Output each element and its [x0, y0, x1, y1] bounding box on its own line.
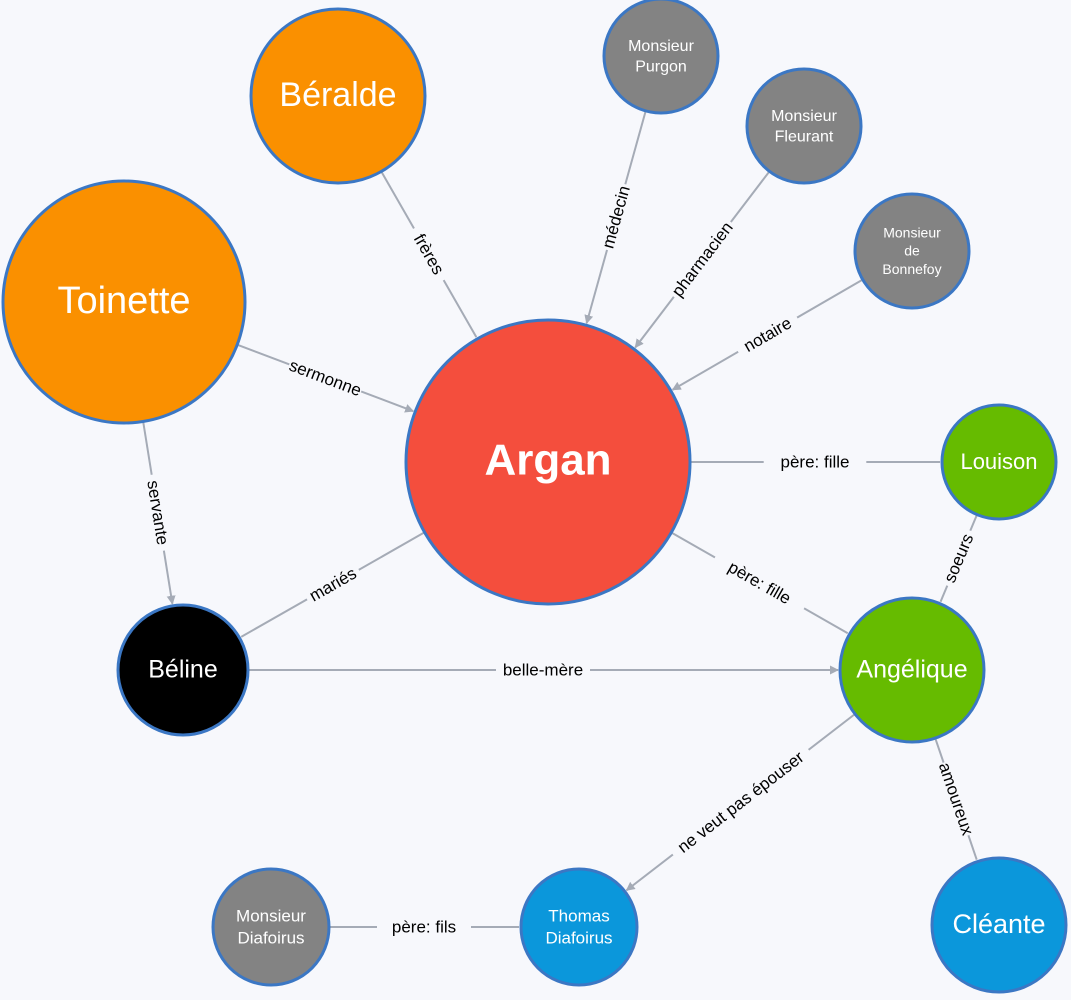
edge-toinette-argan: sermonne: [236, 343, 415, 413]
edge-label-background: [285, 354, 366, 402]
edge-label-background: [665, 215, 740, 304]
edge-label-background: [301, 560, 365, 609]
edge-label-background: [404, 222, 454, 286]
node-circle[interactable]: [404, 318, 692, 606]
node-beline[interactable]: Béline: [116, 603, 250, 737]
edge-argan-beline: mariés: [240, 531, 426, 638]
edge-label-background: [596, 181, 636, 253]
node-circle[interactable]: [940, 403, 1058, 521]
edge-label-group: pharmacien: [665, 215, 740, 304]
node-label: Argan: [484, 436, 611, 485]
node-louison[interactable]: Louison: [940, 403, 1058, 521]
edge-label-background: [666, 741, 816, 864]
edge-label: belle-mère: [503, 660, 583, 679]
edge-label-group: père: fille: [763, 451, 867, 473]
edge-label-group: frères: [404, 222, 454, 286]
node-label: Monsieur: [883, 225, 941, 241]
edge-label: médecin: [598, 184, 634, 251]
edge-label-group: amoureux: [933, 759, 979, 839]
node-argan[interactable]: Argan: [404, 318, 692, 606]
edge-label: père: fils: [392, 917, 456, 936]
node-label: Bonnefoy: [882, 261, 941, 277]
node-mdiafoirus[interactable]: Monsieur Diafoirus: [211, 867, 331, 987]
node-label: Purgon: [635, 59, 687, 76]
edge-label-background: [377, 916, 471, 938]
edge-mdiafoirus-thomas: père: fils: [329, 916, 519, 938]
node-circle[interactable]: [249, 7, 427, 185]
node-circle[interactable]: [211, 867, 331, 987]
node-thomas[interactable]: Thomas Diafoirus: [519, 867, 639, 987]
edge-fleurant-argan: pharmacien: [634, 170, 771, 349]
edge-bonnefoy-argan: notaire: [671, 278, 864, 391]
edge-label: père: fille: [725, 557, 794, 608]
edge-label-group: ne veut pas épouser: [666, 741, 816, 864]
node-circle[interactable]: [116, 603, 250, 737]
edge-label-group: notaire: [732, 308, 803, 362]
edge-label: mariés: [306, 564, 360, 606]
node-label: Diafoirus: [545, 929, 612, 948]
edge-purgon-argan: médecin: [584, 110, 647, 325]
edge-argan-louison: père: fille: [690, 451, 940, 473]
edge-angelique-thomas: ne veut pas épouser: [625, 713, 856, 892]
edge-label-background: [937, 526, 981, 590]
node-label: Monsieur: [628, 38, 694, 55]
node-label: Béline: [148, 656, 218, 684]
edge-label-background: [140, 473, 175, 553]
node-label: Toinette: [57, 280, 190, 322]
edge-toinette-beline: servante: [140, 421, 176, 605]
edge-label: amoureux: [935, 760, 978, 838]
edge-label-group: belle-mère: [496, 659, 590, 681]
edge-label-group: servante: [140, 473, 175, 553]
edge-label: pharmacien: [668, 218, 737, 300]
edge-label-background: [763, 451, 867, 473]
node-toinette[interactable]: Toinette: [1, 179, 247, 425]
edge-label-background: [709, 547, 810, 618]
edge-beline-angelique: belle-mère: [248, 659, 839, 681]
node-fleurant[interactable]: Monsieur Fleurant: [745, 67, 863, 185]
node-bonnefoy[interactable]: Monsieur de Bonnefoy: [853, 192, 971, 310]
edge-label-group: médecin: [596, 181, 636, 253]
node-circle[interactable]: [1, 179, 247, 425]
edge-label-background: [933, 759, 979, 839]
edge-label: soeurs: [940, 531, 977, 585]
node-angelique[interactable]: Angélique: [838, 596, 986, 744]
node-label: Thomas: [548, 906, 609, 925]
node-label: Cléante: [952, 909, 1045, 939]
node-label: Louison: [960, 449, 1037, 474]
node-label: Diafoirus: [237, 929, 304, 948]
node-cleante[interactable]: Cléante: [930, 856, 1068, 994]
edge-label-group: soeurs: [937, 526, 981, 590]
node-beralde[interactable]: Béralde: [249, 7, 427, 185]
edge-label: ne veut pas épouser: [674, 747, 808, 856]
edge-angelique-cleante: amoureux: [933, 737, 979, 861]
edge-louison-angelique: soeurs: [937, 514, 981, 603]
edge-label-group: sermonne: [285, 354, 366, 402]
edge-beralde-argan: frères: [380, 170, 478, 338]
node-circle[interactable]: [853, 192, 971, 310]
edge-label-group: père: fils: [377, 916, 471, 938]
node-label: Béralde: [279, 76, 396, 114]
node-label: Fleurant: [775, 129, 834, 146]
edge-label-group: père: fille: [709, 547, 810, 618]
node-circle[interactable]: [930, 856, 1068, 994]
node-label: Monsieur: [771, 108, 837, 125]
edge-label-background: [496, 659, 590, 681]
edge-label: père: fille: [781, 452, 850, 471]
node-label: Monsieur: [236, 906, 306, 925]
node-circle[interactable]: [838, 596, 986, 744]
edge-label-background: [732, 308, 803, 362]
node-label: Angélique: [856, 656, 967, 684]
edge-argan-angelique: père: fille: [670, 531, 849, 635]
node-circle[interactable]: [519, 867, 639, 987]
node-circle[interactable]: [745, 67, 863, 185]
edge-label: frères: [410, 231, 448, 278]
node-label: de: [904, 243, 920, 259]
node-purgon[interactable]: Monsieur Purgon: [602, 0, 720, 115]
node-circle[interactable]: [602, 0, 720, 115]
edge-label-group: mariés: [301, 560, 365, 609]
